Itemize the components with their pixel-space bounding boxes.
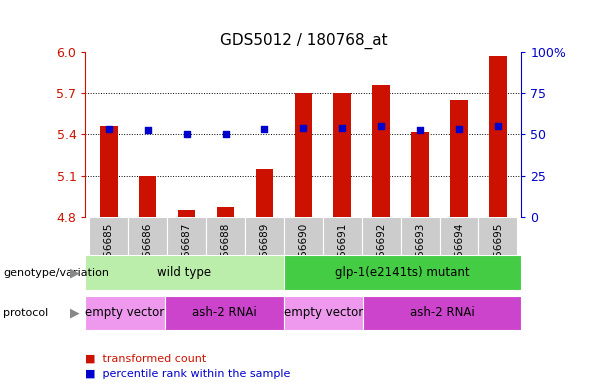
- Point: [337, 124, 347, 131]
- Point: [143, 127, 153, 133]
- Bar: [178, 210, 196, 217]
- Text: GSM756690: GSM756690: [299, 222, 308, 286]
- Bar: [256, 169, 273, 217]
- Text: GSM756695: GSM756695: [493, 222, 503, 286]
- Text: GSM756685: GSM756685: [104, 222, 114, 286]
- Bar: [217, 207, 234, 217]
- Bar: [283, 255, 521, 290]
- Title: GDS5012 / 180768_at: GDS5012 / 180768_at: [220, 33, 387, 49]
- Bar: [362, 217, 401, 284]
- Bar: [478, 217, 517, 284]
- Bar: [401, 217, 439, 284]
- Point: [415, 127, 425, 133]
- Text: ash-2 RNAi: ash-2 RNAi: [191, 306, 256, 319]
- Bar: [283, 296, 363, 330]
- Text: GSM756686: GSM756686: [143, 222, 153, 286]
- Text: genotype/variation: genotype/variation: [3, 268, 109, 278]
- Bar: [439, 217, 478, 284]
- Point: [493, 123, 502, 129]
- Text: ■  percentile rank within the sample: ■ percentile rank within the sample: [85, 369, 291, 379]
- Bar: [85, 296, 165, 330]
- Bar: [333, 93, 351, 217]
- Bar: [284, 217, 323, 284]
- Bar: [294, 93, 312, 217]
- Bar: [489, 56, 507, 217]
- Bar: [165, 296, 283, 330]
- Point: [260, 126, 269, 132]
- Text: GSM756693: GSM756693: [415, 222, 425, 286]
- Text: ▶: ▶: [70, 266, 80, 279]
- Bar: [100, 126, 118, 217]
- Bar: [139, 176, 157, 217]
- Point: [454, 126, 464, 132]
- Text: empty vector: empty vector: [283, 306, 363, 319]
- Bar: [450, 100, 468, 217]
- Bar: [372, 85, 390, 217]
- Point: [221, 131, 230, 137]
- Point: [299, 124, 308, 131]
- Point: [104, 126, 114, 132]
- Bar: [128, 217, 167, 284]
- Bar: [85, 255, 283, 290]
- Text: ash-2 RNAi: ash-2 RNAi: [409, 306, 474, 319]
- Bar: [206, 217, 245, 284]
- Text: ■  transformed count: ■ transformed count: [85, 354, 207, 364]
- Bar: [363, 296, 521, 330]
- Bar: [167, 217, 206, 284]
- Text: wild type: wild type: [157, 266, 211, 279]
- Text: empty vector: empty vector: [85, 306, 165, 319]
- Bar: [323, 217, 362, 284]
- Bar: [411, 132, 429, 217]
- Bar: [245, 217, 284, 284]
- Text: GSM756689: GSM756689: [259, 222, 269, 286]
- Point: [182, 131, 191, 137]
- Text: GSM756691: GSM756691: [337, 222, 348, 286]
- Text: GSM756694: GSM756694: [454, 222, 464, 286]
- Text: glp-1(e2141ts) mutant: glp-1(e2141ts) mutant: [335, 266, 469, 279]
- Text: GSM756687: GSM756687: [181, 222, 191, 286]
- Text: GSM756688: GSM756688: [220, 222, 230, 286]
- Point: [376, 123, 386, 129]
- Text: ▶: ▶: [70, 306, 80, 319]
- Text: GSM756692: GSM756692: [376, 222, 386, 286]
- Text: protocol: protocol: [3, 308, 48, 318]
- Bar: [90, 217, 128, 284]
